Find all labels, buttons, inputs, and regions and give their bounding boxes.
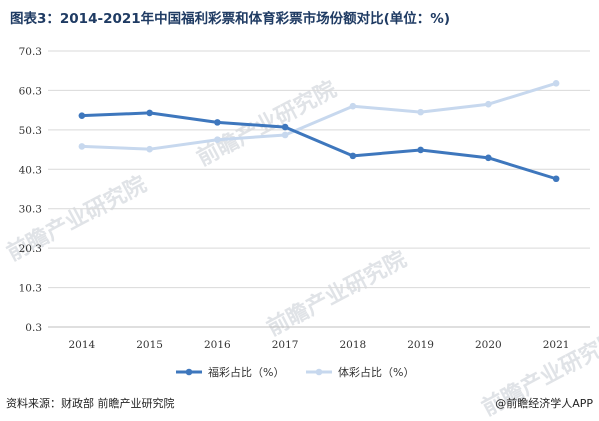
brand-note: @前瞻经济学人APP — [495, 397, 593, 410]
y-tick-label: 10.3 — [19, 283, 42, 295]
y-tick-label: 20.3 — [19, 243, 42, 255]
x-axis-ticks: 2014 2015 2016 2017 2018 2019 2020 2021 — [69, 339, 570, 351]
y-tick-label: 70.3 — [19, 46, 42, 58]
y-tick-label: 30.3 — [19, 204, 42, 216]
x-tick-label: 2020 — [475, 339, 502, 351]
welfare-data-point — [349, 152, 357, 160]
sports-data-point — [417, 108, 424, 116]
legend-welfare-marker — [185, 368, 193, 376]
welfare-data-point — [146, 109, 153, 117]
legend: 福彩占比（%） 体彩占比（%） — [176, 365, 414, 379]
sports-series-line — [81, 81, 557, 151]
welfare-data-point — [485, 154, 492, 162]
sports-data-point — [281, 131, 289, 139]
series-layer — [78, 80, 560, 183]
welfare-data-point — [552, 175, 560, 183]
y-tick-label: 50.3 — [19, 125, 42, 137]
grid-lines — [48, 50, 590, 328]
x-tick-label: 2019 — [407, 339, 434, 351]
welfare-data-point — [281, 123, 289, 131]
welfare-data-point — [417, 146, 424, 154]
sports-data-point — [552, 80, 560, 87]
legend-welfare-label: 福彩占比（%） — [208, 365, 284, 379]
y-axis-ticks: 0.3 10.3 20.3 30.3 40.3 50.3 60.3 70.3 — [19, 46, 42, 334]
x-tick-label: 2021 — [543, 339, 570, 351]
x-tick-label: 2018 — [340, 339, 367, 351]
source-note: 资料来源：财政部 前瞻产业研究院 — [6, 397, 175, 410]
legend-sports-marker — [315, 368, 323, 376]
sports-data-point — [485, 100, 492, 108]
y-tick-label: 40.3 — [19, 164, 42, 176]
welfare-data-point — [214, 119, 221, 126]
y-tick-label: 0.3 — [25, 322, 42, 334]
sports-data-point — [214, 136, 221, 144]
sports-data-point — [146, 145, 153, 153]
sports-data-point — [78, 143, 86, 150]
x-tick-label: 2014 — [69, 339, 96, 351]
y-tick-label: 60.3 — [19, 85, 42, 97]
watermark-text: 前瞻产业研究院 — [263, 246, 411, 340]
chart-title: 图表3：2014-2021年中国福利彩票和体育彩票市场份额对比(单位：%) — [10, 11, 451, 27]
x-tick-label: 2016 — [204, 339, 231, 351]
x-tick-label: 2017 — [272, 339, 299, 351]
sports-data-point — [349, 102, 357, 110]
welfare-data-point — [78, 112, 86, 119]
x-tick-label: 2015 — [136, 339, 163, 351]
legend-sports-label: 体彩占比（%） — [338, 365, 414, 379]
welfare-series-line — [81, 111, 557, 181]
